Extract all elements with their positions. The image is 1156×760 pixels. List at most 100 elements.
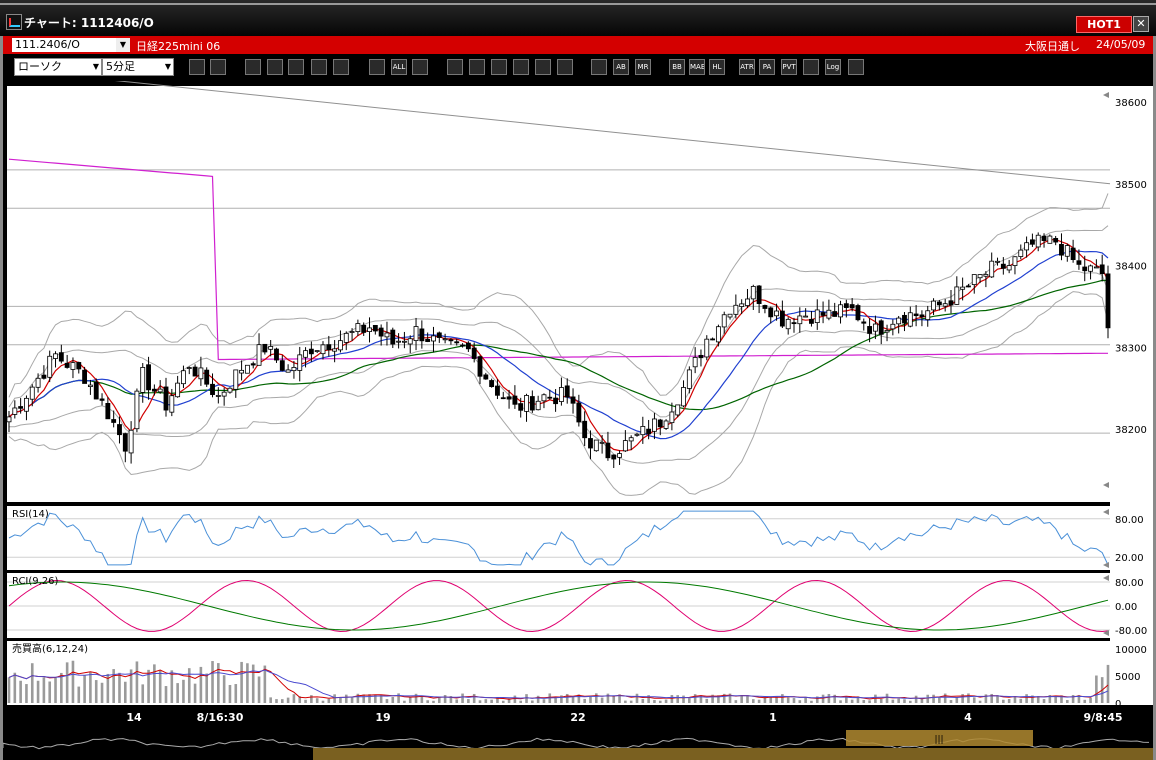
candle [663,420,669,429]
volume-bar [48,681,52,703]
candle [524,395,529,412]
para-icon[interactable]: PA [759,59,775,75]
candle [41,374,47,379]
trash-icon[interactable] [513,59,529,75]
candle [221,391,227,397]
crosshair-icon[interactable] [210,59,226,75]
memo-icon[interactable] [491,59,507,75]
candle [268,346,274,350]
candle [239,369,245,374]
candle [483,374,489,380]
candle-narrow-icon[interactable] [369,59,385,75]
bb-icon[interactable]: BB [669,59,685,75]
volume-bar [1054,695,1057,703]
candle [983,274,989,277]
candle [349,331,355,333]
tool-icon[interactable] [557,59,573,75]
candle [151,388,157,392]
candle [640,426,646,436]
candle [861,321,867,324]
rci-tick: 0.00 [1115,602,1137,613]
box-icon[interactable] [803,59,819,75]
close-button[interactable]: ✕ [1133,16,1149,32]
chevron-down-icon: ▼ [164,62,171,71]
candle [907,312,913,327]
zoom-icon[interactable] [189,59,205,75]
volume-bar [955,697,959,703]
volume-bar [286,697,290,703]
volume-bar [234,684,238,703]
hl-icon[interactable]: HL [709,59,725,75]
all-icon[interactable]: ALL [391,59,407,75]
volume-bar [560,695,563,703]
atr-icon[interactable]: ATR [739,59,755,75]
x-tick-label: 22 [570,711,585,724]
chart-type-select[interactable]: ローソク ▼ [14,58,102,76]
chevron-down-icon: ▼ [92,62,99,71]
candle [582,420,588,439]
volume-bar [385,699,389,703]
settings-icon[interactable] [535,59,551,75]
zoom-out-icon[interactable] [288,59,304,75]
volume-bar [478,700,482,703]
interval-select[interactable]: 5分足 ▼ [102,58,174,76]
candle [198,367,204,380]
symbol-input[interactable]: 111.2406/O [12,38,116,52]
candle [477,356,483,377]
price-tick: 38400 [1115,262,1147,273]
volume-bar [158,670,162,703]
candle [332,348,338,352]
candle [1076,260,1082,265]
volume-bar [874,694,877,703]
candle [791,322,797,325]
candle [855,305,861,321]
candle [1029,239,1035,245]
zoom-in-icon[interactable] [267,59,283,75]
volume-bar [565,693,569,703]
mae-icon[interactable]: MAE [689,59,705,75]
volume-bar [228,684,232,703]
candle [942,303,948,307]
candle [809,318,814,324]
candle [181,370,186,385]
export-icon[interactable] [848,59,864,75]
volume-bar [496,696,499,703]
candle [1035,234,1041,248]
candle [529,396,535,411]
arrow-icon[interactable] [469,59,485,75]
print-icon[interactable] [311,59,327,75]
volume-bar [978,700,982,703]
pvt-icon[interactable]: PVT [781,59,797,75]
symbol-dropdown-button[interactable]: ▼ [116,38,130,52]
volume-bar [94,680,98,703]
scroll-range [313,748,1153,760]
candle [878,320,884,335]
volume-bar [379,695,383,703]
chart-area[interactable]: RSI(14) RCI(9,26) 売買高(6,12,24) 38600 3850… [0,81,1156,730]
volume-bar [769,696,773,703]
volume-bar [990,693,994,703]
trendline-icon[interactable] [447,59,463,75]
volume-bar [240,661,243,703]
arrow-down-icon[interactable] [245,59,261,75]
volume-bar [339,697,342,703]
volume-bar [908,700,912,703]
mr-icon[interactable]: MR [635,59,651,75]
volume-bar [449,696,453,703]
price-tick: 38500 [1115,180,1147,191]
ma3-line [8,279,1109,418]
color-icon[interactable] [591,59,607,75]
candle [721,314,727,328]
ab-icon[interactable]: AB [613,59,629,75]
candle-icon[interactable] [333,59,349,75]
hot-button[interactable]: HOT1 [1076,16,1132,33]
candle [750,286,756,300]
pen-icon[interactable] [412,59,428,75]
candle [512,395,518,405]
volume-bar [129,669,133,703]
time-scrollbar[interactable]: ||| [3,730,1153,760]
candle [163,386,169,411]
volume-bar [984,694,988,703]
candle [832,311,838,317]
log-icon[interactable]: Log [825,59,841,75]
